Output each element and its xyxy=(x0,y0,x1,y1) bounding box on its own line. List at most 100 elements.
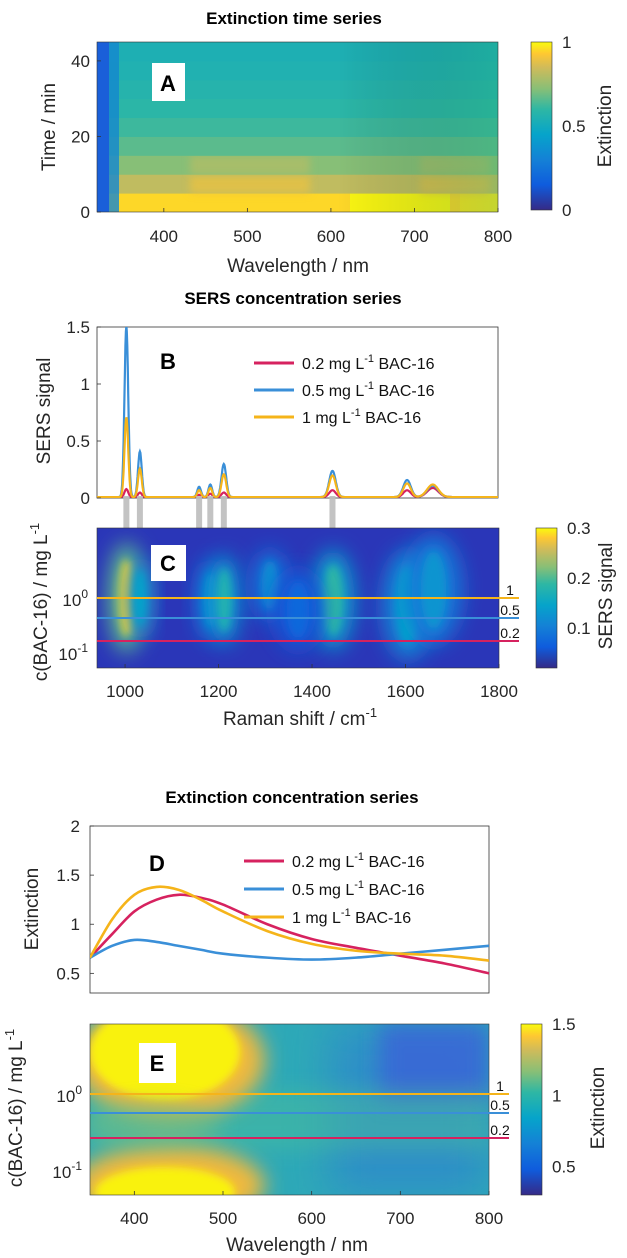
legend-label: 0.5 mg L-1 BAC-16 xyxy=(292,879,425,899)
colorbar-ticks-e: 0.5 1 1.5 xyxy=(552,1015,576,1177)
x-ticks-e: 400 500 600 700 800 xyxy=(120,1191,503,1228)
x-tick-label-e: 600 xyxy=(297,1209,325,1228)
x-tick-label-a: 800 xyxy=(484,227,512,246)
panel-letter-d: D xyxy=(149,851,165,876)
y-label-b: SERS signal xyxy=(34,358,55,465)
y-label-d: Extinction xyxy=(22,868,43,950)
panel-letter-e: E xyxy=(150,1051,165,1076)
colorbar-tick-label-a: 1 xyxy=(562,33,571,52)
y-tick-label-c: 10-1 xyxy=(58,641,88,664)
y-tick-label-a: 20 xyxy=(71,127,90,146)
x-tick-label-c: 1000 xyxy=(106,682,144,701)
legend-label: 1 mg L-1 BAC-16 xyxy=(292,907,411,927)
x-ticks-a: 400 500 600 700 800 xyxy=(150,208,512,246)
y-tick-label-a: 40 xyxy=(71,52,90,71)
colorbar-e xyxy=(520,1023,543,1196)
lines-b xyxy=(97,327,498,498)
colorbar-tick-label-c: 0.1 xyxy=(567,619,591,638)
x-tick-label-a: 400 xyxy=(150,227,178,246)
y-ticks-b: 0 0.5 1 1.5 xyxy=(66,318,101,508)
legend-label: 0.2 mg L-1 BAC-16 xyxy=(292,851,425,871)
x-label-c: Raman shift / cm-1 xyxy=(223,705,377,730)
panel-letter-a: A xyxy=(160,71,176,96)
y-tick-label-d: 1.5 xyxy=(56,866,80,885)
x-tick-label-e: 400 xyxy=(120,1209,148,1228)
colorbar-tick-label-e: 1.5 xyxy=(552,1015,576,1034)
colorbar-ticks-c: 0.1 0.2 0.3 xyxy=(567,519,591,638)
y-ticks-a: 0 20 40 xyxy=(71,52,101,222)
heat-blob xyxy=(286,582,310,638)
extinction-line xyxy=(90,885,489,962)
letter-box-c xyxy=(151,545,186,581)
title-a: Extinction time series xyxy=(206,9,382,28)
panel-letter-c: C xyxy=(160,551,176,576)
colorbar-a xyxy=(530,41,553,211)
x-tick-label-c: 1600 xyxy=(387,682,425,701)
x-tick-label-a: 600 xyxy=(317,227,345,246)
x-tick-label-c: 1200 xyxy=(200,682,238,701)
reference-lines-c: 1 0.5 0.2 xyxy=(97,582,520,642)
sers-line xyxy=(97,417,498,498)
y-label-a: Time / min xyxy=(39,83,60,171)
colorbar-label-e: Extinction xyxy=(588,1067,609,1149)
legend-d: 0.2 mg L-1 BAC-16 0.5 mg L-1 BAC-16 1 mg L… xyxy=(244,851,425,927)
legend-label: 0.2 mg L-1 BAC-16 xyxy=(302,353,435,373)
reference-lines-e: 1 0.5 0.2 xyxy=(90,1078,510,1139)
reference-label-e: 1 xyxy=(496,1078,504,1094)
y-tick-label-d: 1 xyxy=(71,915,80,934)
reference-label-c: 0.5 xyxy=(500,602,520,618)
x-tick-label-c: 1800 xyxy=(480,682,518,701)
reference-label-c: 0.2 xyxy=(500,625,520,641)
colorbar-tick-label-e: 0.5 xyxy=(552,1158,576,1177)
letter-box-e xyxy=(139,1043,176,1083)
y-tick-label-b: 1.5 xyxy=(66,318,90,337)
x-label-e: Wavelength / nm xyxy=(226,1235,368,1256)
y-tick-label-b: 0.5 xyxy=(66,432,90,451)
colorbar-tick-label-a: 0 xyxy=(562,201,571,220)
x-tick-label-e: 500 xyxy=(209,1209,237,1228)
x-tick-label-e: 800 xyxy=(475,1209,503,1228)
heat-blob xyxy=(420,551,447,629)
x-tick-label-a: 500 xyxy=(233,227,261,246)
x-ticks-c: 1000 1200 1400 1600 1800 xyxy=(106,664,518,701)
y-tick-label-c: 100 xyxy=(62,587,88,610)
letter-box-d xyxy=(140,845,176,880)
y-ticks-e: 100 10-1 xyxy=(52,1083,82,1182)
colorbar-c xyxy=(535,527,558,669)
colorbar-tick-label-a: 0.5 xyxy=(562,117,586,136)
colorbar-ticks-a: 00.51 xyxy=(562,33,586,220)
legend-label: 0.5 mg L-1 BAC-16 xyxy=(302,380,435,400)
reference-label-e: 0.2 xyxy=(490,1122,510,1138)
colorbar-tick-label-c: 0.2 xyxy=(567,569,591,588)
y-tick-label-e: 10-1 xyxy=(52,1159,82,1182)
y-tick-label-e: 100 xyxy=(56,1083,82,1106)
y-label-e: c(BAC-16) / mg L-1 xyxy=(2,1029,27,1187)
heat-blob xyxy=(216,568,232,632)
y-label-c: c(BAC-16) / mg L-1 xyxy=(27,523,52,681)
x-tick-label-c: 1400 xyxy=(293,682,331,701)
panel-letter-b: B xyxy=(160,349,176,374)
y-tick-label-b: 0 xyxy=(81,489,90,508)
x-tick-label-e: 700 xyxy=(386,1209,414,1228)
y-tick-label-b: 1 xyxy=(81,375,90,394)
extinction-line xyxy=(90,893,489,975)
y-ticks-d: 0.5 1 1.5 2 xyxy=(56,817,94,983)
colorbar-label-a: Extinction xyxy=(595,85,616,167)
reference-label-c: 1 xyxy=(506,582,514,598)
letter-box-b xyxy=(152,344,185,378)
letter-box-a xyxy=(152,63,185,101)
x-tick-label-a: 700 xyxy=(400,227,428,246)
reference-label-e: 0.5 xyxy=(490,1097,510,1113)
legend-label: 1 mg L-1 BAC-16 xyxy=(302,407,421,427)
y-ticks-c: 100 10-1 xyxy=(58,587,88,664)
y-tick-label-d: 2 xyxy=(71,817,80,836)
y-tick-label-a: 0 xyxy=(81,203,90,222)
title-d: Extinction concentration series xyxy=(165,788,418,807)
x-label-a: Wavelength / nm xyxy=(227,256,369,277)
title-b: SERS concentration series xyxy=(184,289,401,308)
lines-d xyxy=(90,885,489,975)
y-tick-label-d: 0.5 xyxy=(56,964,80,983)
colorbar-tick-label-c: 0.3 xyxy=(567,519,591,538)
colorbar-tick-label-e: 1 xyxy=(552,1086,561,1105)
